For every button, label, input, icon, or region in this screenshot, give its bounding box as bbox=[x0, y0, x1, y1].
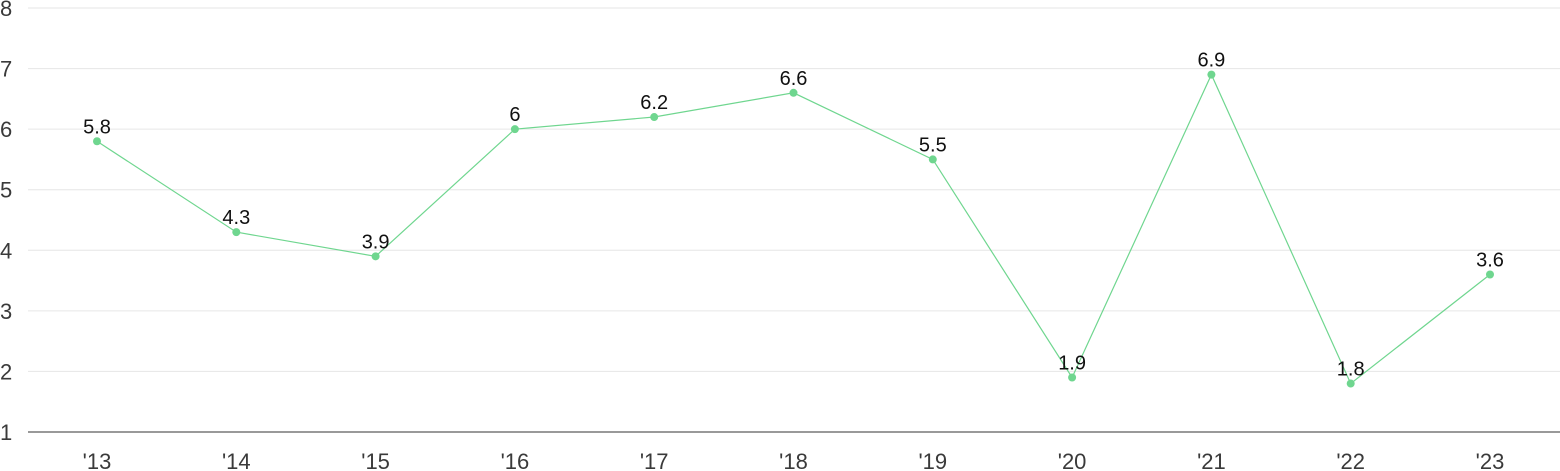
data-label: 5.8 bbox=[83, 116, 111, 138]
data-label: 1.9 bbox=[1058, 352, 1086, 374]
data-point bbox=[928, 155, 937, 164]
x-tick-label: '23 bbox=[1476, 449, 1505, 471]
data-point bbox=[93, 137, 101, 146]
y-tick-label: 2 bbox=[0, 359, 12, 384]
x-tick-label: '22 bbox=[1336, 449, 1365, 471]
y-tick-label: 5 bbox=[0, 178, 12, 203]
y-tick-label: 3 bbox=[0, 299, 12, 324]
data-point bbox=[1207, 70, 1216, 79]
y-axis: 1 2 3 4 5 6 7 8 bbox=[0, 0, 12, 445]
data-labels-layer: 5.8 4.3 3.9 6 6.2 6.6 5.5 1.9 6.9 1.8 3.6 bbox=[83, 50, 1504, 381]
data-point bbox=[510, 125, 519, 134]
x-tick-label: '18 bbox=[779, 449, 808, 471]
data-label: 6 bbox=[509, 104, 520, 126]
data-label: 3.6 bbox=[1476, 250, 1504, 272]
y-tick-label: 8 bbox=[0, 0, 12, 21]
x-tick-label: '15 bbox=[361, 449, 390, 471]
data-point bbox=[1068, 373, 1077, 382]
x-tick-label: '14 bbox=[222, 449, 251, 471]
data-label: 6.6 bbox=[780, 68, 808, 90]
series-line bbox=[96, 73, 1491, 385]
data-point bbox=[1346, 379, 1355, 388]
y-tick-label: 4 bbox=[0, 238, 12, 263]
data-label: 6.2 bbox=[640, 92, 668, 114]
y-tick-label: 1 bbox=[0, 420, 12, 445]
x-tick-label: '19 bbox=[918, 449, 947, 471]
data-label: 3.9 bbox=[362, 231, 390, 253]
data-point bbox=[1486, 270, 1494, 279]
grid-layer bbox=[28, 7, 1560, 372]
x-axis: '13 '14 '15 '16 '17 '18 '19 '20 '21 '22 '23 bbox=[28, 431, 1560, 471]
x-tick-label: '17 bbox=[640, 449, 669, 471]
data-point bbox=[650, 113, 659, 122]
data-point bbox=[232, 228, 241, 237]
data-label: 1.8 bbox=[1337, 359, 1365, 381]
x-tick-label: '20 bbox=[1058, 449, 1087, 471]
series-layer bbox=[93, 70, 1494, 388]
x-tick-label: '13 bbox=[83, 449, 112, 471]
x-tick-label: '16 bbox=[501, 449, 530, 471]
data-label: 4.3 bbox=[222, 207, 250, 229]
data-point bbox=[371, 252, 380, 261]
x-tick-label: '21 bbox=[1197, 449, 1226, 471]
y-tick-label: 7 bbox=[0, 57, 12, 82]
data-label: 5.5 bbox=[919, 134, 947, 156]
y-tick-label: 6 bbox=[0, 117, 12, 142]
data-label: 6.9 bbox=[1197, 50, 1225, 72]
data-point bbox=[789, 88, 798, 97]
